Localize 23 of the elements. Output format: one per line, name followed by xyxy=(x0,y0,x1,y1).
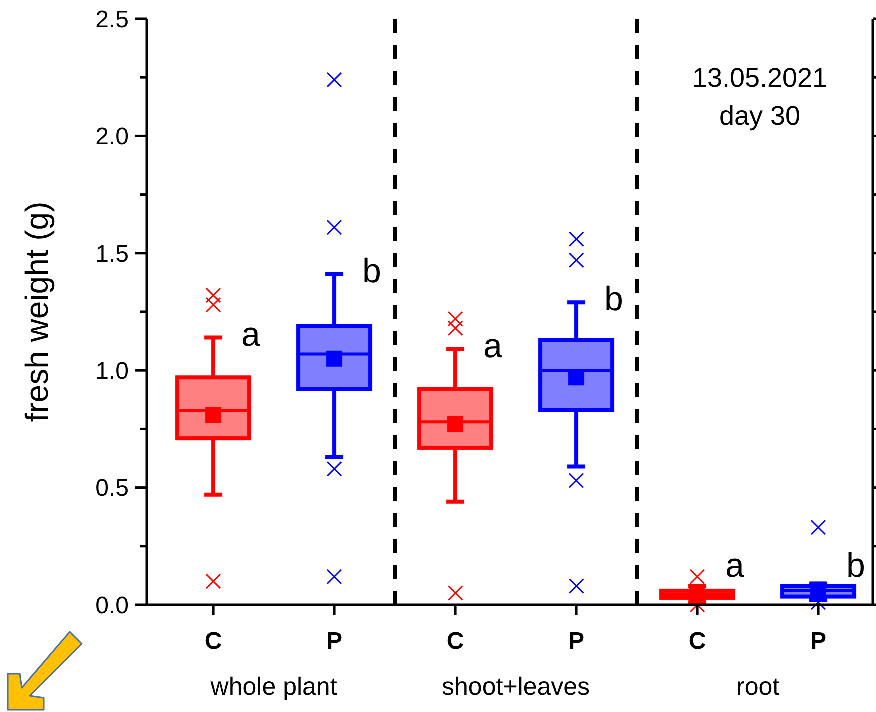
x-tick-label: P xyxy=(568,628,585,655)
y-tick-label: 2.5 xyxy=(96,6,129,34)
annotation: a xyxy=(726,547,745,585)
text: root xyxy=(736,673,780,701)
x-tick-label: P xyxy=(326,628,343,655)
annotation: 13.05.2021 day 30 xyxy=(692,63,828,131)
y-tick-label: 1.0 xyxy=(96,358,129,385)
text: shoot+leaves xyxy=(442,673,590,701)
x-tick-label: C xyxy=(204,628,222,655)
x-tick-label: C xyxy=(446,628,464,655)
y-tick-label: 1.5 xyxy=(96,240,129,268)
y-tick-label: 0.5 xyxy=(96,475,129,502)
x-tick-label: C xyxy=(688,628,706,655)
x-tick-label: P xyxy=(810,628,827,655)
annotation: b xyxy=(604,280,624,319)
text: whole plant xyxy=(210,673,338,701)
annotation: a xyxy=(242,316,261,354)
annotation: b xyxy=(846,547,866,585)
annotation: b xyxy=(362,252,382,290)
y-axis-title: fresh weight (g) xyxy=(19,202,55,422)
y-tick-label: 2.0 xyxy=(96,124,129,151)
annotation: a xyxy=(484,328,503,366)
y-tick-label: 0.0 xyxy=(96,592,129,620)
